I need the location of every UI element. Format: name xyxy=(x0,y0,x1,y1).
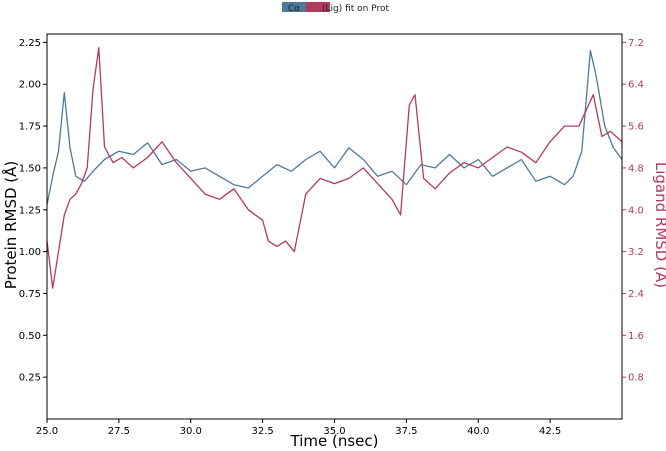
x-tick-label: 30.0 xyxy=(180,426,202,437)
legend: Cα (Lig) fit on Prot xyxy=(282,2,390,14)
y-right-tick-label: 1.6 xyxy=(628,331,644,342)
y-right-tick-label: 2.4 xyxy=(628,289,644,300)
series-line-ligand xyxy=(46,46,623,289)
y-axis-left: 0.25 0.50 0.75 1.00 1.25 1.50 1.75 2.00 2.25 xyxy=(19,38,47,384)
x-tick-label: 42.5 xyxy=(539,426,561,437)
x-tick-label: 37.5 xyxy=(395,426,417,437)
y-left-tick-label: 0.75 xyxy=(19,289,41,300)
y-left-tick-label: 1.25 xyxy=(19,205,41,216)
x-tick-label: 35.0 xyxy=(323,426,345,437)
legend-swatch-lig xyxy=(306,2,330,12)
y-right-tick-label: 3.2 xyxy=(628,247,644,258)
y-axis-right-title: Ligand RMSD (Å) xyxy=(652,162,666,288)
y-left-tick-label: 1.75 xyxy=(19,122,41,133)
x-axis: 25.0 27.5 30.0 32.5 35.0 37.5 40.0 42.5 xyxy=(36,419,561,437)
legend-swatch-ca xyxy=(282,2,306,12)
y-left-tick-label: 0.50 xyxy=(19,331,41,342)
y-right-tick-label: 4.8 xyxy=(628,163,644,174)
y-right-tick-label: 5.6 xyxy=(628,122,644,133)
y-left-tick-label: 2.25 xyxy=(19,38,41,49)
y-axis-left-title: Protein RMSD (Å) xyxy=(1,161,20,290)
x-tick-label: 40.0 xyxy=(467,426,489,437)
y-left-tick-label: 0.25 xyxy=(19,373,41,384)
y-axis-right: 0.8 1.6 2.4 3.2 4.0 4.8 5.6 6.4 7.2 xyxy=(622,38,644,384)
plot-frame xyxy=(46,33,623,420)
y-left-tick-label: 1.50 xyxy=(19,163,41,174)
legend-label-ca: Cα xyxy=(288,4,300,14)
x-tick-label: 25.0 xyxy=(36,426,58,437)
y-right-tick-label: 0.8 xyxy=(628,373,644,384)
y-right-tick-label: 4.0 xyxy=(628,205,644,216)
x-tick-label: 27.5 xyxy=(108,426,130,437)
y-right-tick-label: 7.2 xyxy=(628,38,644,49)
y-left-tick-label: 2.00 xyxy=(19,80,41,91)
legend-label-lig: (Lig) fit on Prot xyxy=(322,4,390,14)
series-layer xyxy=(46,46,623,289)
y-right-tick-label: 6.4 xyxy=(628,80,644,91)
x-tick-label: 32.5 xyxy=(251,426,273,437)
series-line-ca xyxy=(46,50,623,205)
x-axis-title: Time (nsec) xyxy=(290,432,379,450)
y-left-tick-label: 1.00 xyxy=(19,247,41,258)
